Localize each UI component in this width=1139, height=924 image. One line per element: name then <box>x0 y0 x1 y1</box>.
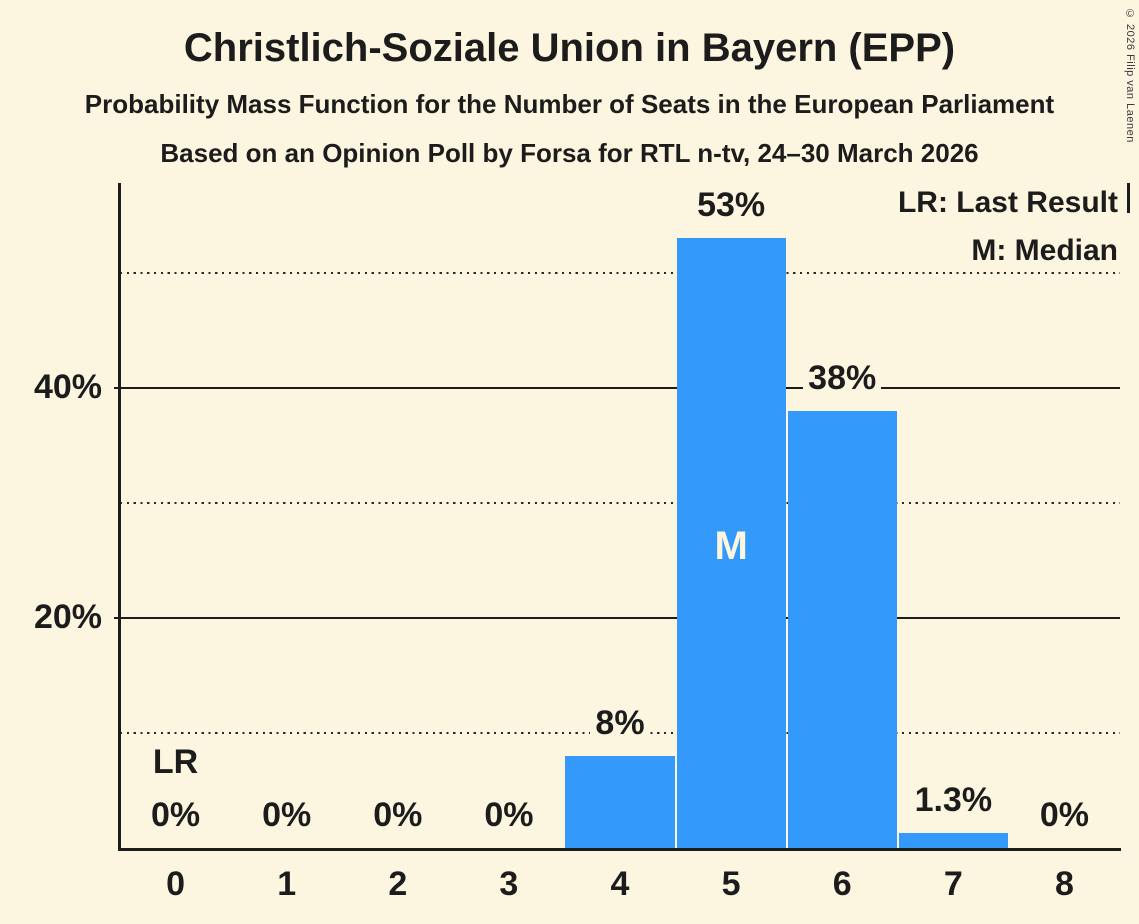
chart-legend: LR: Last Result M: Median <box>898 179 1118 275</box>
bar <box>565 755 675 848</box>
chart-subtitle-source: Based on an Opinion Poll by Forsa for RT… <box>160 138 979 168</box>
gridline-dotted <box>120 271 1120 274</box>
bar-value-label: 0% <box>984 796 1139 834</box>
median-marker: M <box>714 524 748 568</box>
x-axis-tick-label: 0 <box>166 865 186 903</box>
x-axis-line <box>118 848 1121 851</box>
y-axis-line <box>118 183 121 851</box>
gridline-solid <box>114 616 1120 619</box>
bar-value-label: 38% <box>762 358 923 397</box>
gridline-dotted <box>120 501 1120 504</box>
bar-value-label: 8% <box>539 703 700 742</box>
chart-title: Christlich-Soziale Union in Bayern (EPP) <box>183 26 956 70</box>
bar-value-label: 0% <box>428 796 589 834</box>
top-right-tick <box>1127 183 1130 213</box>
chart-subtitle: Probability Mass Function for the Number… <box>84 89 1055 119</box>
x-axis-tick-label: 8 <box>1054 865 1074 903</box>
legend-median: M: Median <box>971 234 1118 267</box>
copyright-notice: © 2026 Filip van Laenen <box>1124 8 1136 143</box>
bar <box>898 833 1008 848</box>
gridline-solid <box>114 386 1120 389</box>
x-axis-tick-label: 6 <box>832 865 852 903</box>
bar <box>676 238 786 848</box>
last-result-marker: LR <box>152 743 199 781</box>
x-axis-tick-label: 1 <box>277 865 297 903</box>
y-axis-tick-label: 20% <box>33 597 102 636</box>
bar-value-label: 0% <box>317 796 478 834</box>
x-axis-tick-label: 5 <box>721 865 741 903</box>
bar-value-label: 0% <box>206 796 367 834</box>
bar-value-label: 0% <box>95 796 256 834</box>
y-axis-tick-label: 40% <box>33 367 102 406</box>
bar-value-label: 1.3% <box>873 781 1034 820</box>
x-axis-tick-label: 7 <box>943 865 963 903</box>
x-axis-tick-label: 3 <box>499 865 519 903</box>
x-axis-tick-label: 4 <box>610 865 630 903</box>
x-axis-tick-label: 2 <box>388 865 408 903</box>
bar <box>787 410 897 848</box>
bar-value-label: 53% <box>651 186 812 225</box>
legend-last-result: LR: Last Result <box>897 186 1118 219</box>
